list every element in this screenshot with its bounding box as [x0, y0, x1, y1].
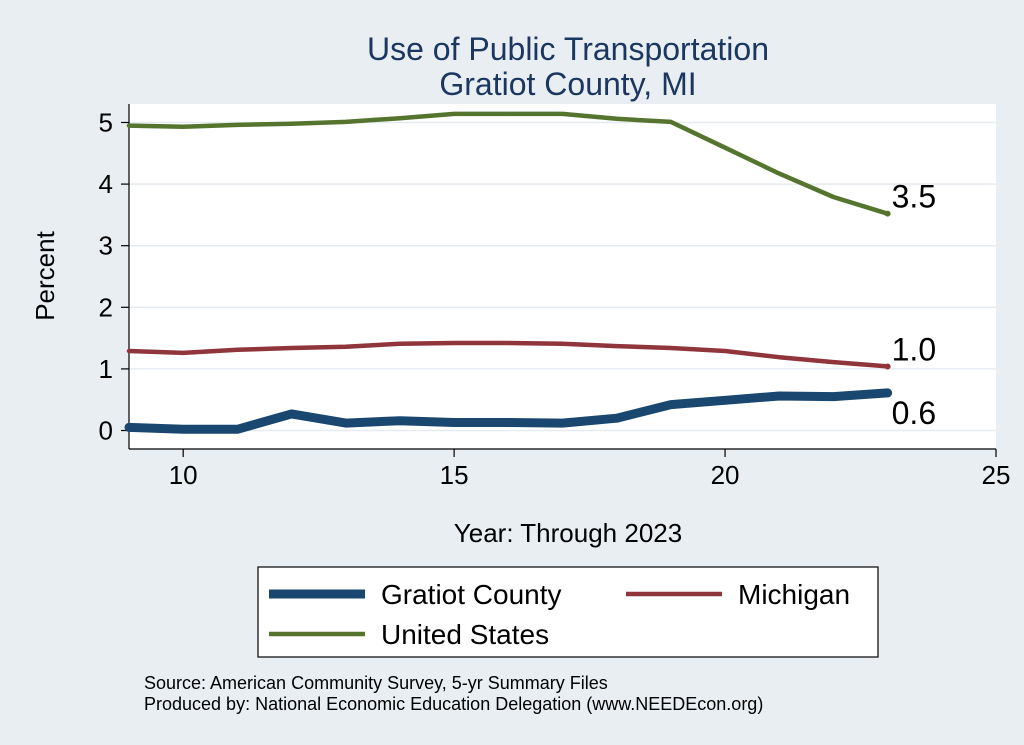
chart-title-line-1: Use of Public Transportation — [367, 31, 769, 67]
data-point-united-states-15 — [453, 113, 455, 115]
data-point-michigan-17 — [562, 343, 563, 345]
data-point-michigan-14 — [399, 343, 401, 345]
data-point-gratiot-county-15 — [453, 422, 455, 424]
data-point-gratiot-county-14 — [399, 420, 401, 422]
end-marker-united-states — [884, 210, 891, 217]
producer-note: Produced by: National Economic Education… — [144, 694, 763, 714]
y-tick-label-4: 4 — [99, 169, 113, 199]
data-point-united-states-21 — [778, 173, 780, 175]
data-point-michigan-16 — [507, 342, 509, 344]
y-tick-label-0: 0 — [99, 416, 113, 446]
legend: Gratiot County Michigan United States — [269, 579, 850, 650]
data-point-united-states-16 — [507, 113, 509, 115]
x-tick-label-20: 20 — [711, 460, 740, 490]
end-marker-gratiot-county — [884, 389, 891, 396]
end-label-united-states: 3.5 — [892, 179, 936, 215]
data-point-michigan-20 — [724, 350, 726, 352]
data-point-united-states-11 — [236, 124, 238, 126]
data-point-united-states-22 — [832, 196, 834, 198]
data-point-gratiot-county-19 — [670, 404, 672, 406]
y-tick-label-1: 1 — [99, 354, 113, 384]
data-point-united-states-17 — [562, 113, 563, 115]
y-axis-title: Percent — [30, 230, 60, 320]
legend-box — [257, 566, 879, 658]
source-note: Source: American Community Survey, 5-yr … — [144, 673, 608, 693]
data-point-gratiot-county-21 — [778, 395, 780, 397]
legend-label-united-states: United States — [381, 619, 549, 650]
x-axis-title: Year: Through 2023 — [454, 518, 682, 548]
x-tick-label-25: 25 — [982, 460, 1011, 490]
chart-title-line-2: Gratiot County, MI — [439, 66, 696, 102]
data-point-gratiot-county-12 — [291, 413, 293, 415]
data-point-michigan-21 — [778, 356, 780, 358]
data-point-michigan-15 — [453, 342, 455, 344]
gridlines — [129, 121, 996, 432]
data-point-united-states-13 — [345, 121, 347, 123]
y-axis-ticks: 0 1 2 3 4 5 — [99, 107, 129, 446]
y-tick-label-5: 5 — [99, 107, 113, 137]
data-point-gratiot-county-20 — [724, 399, 726, 401]
end-label-michigan: 1.0 — [892, 331, 936, 367]
end-labels: 0.6 1.0 3.5 — [884, 179, 936, 431]
data-point-michigan-22 — [832, 361, 834, 363]
data-point-united-states-18 — [616, 118, 618, 120]
end-label-gratiot-county: 0.6 — [892, 395, 936, 431]
data-point-michigan-11 — [236, 349, 238, 351]
data-point-michigan-10 — [182, 352, 184, 354]
y-tick-label-2: 2 — [99, 292, 113, 322]
data-point-gratiot-county-11 — [236, 428, 238, 430]
x-axis-ticks: 10 15 20 25 — [169, 449, 1011, 490]
data-point-michigan-18 — [616, 345, 618, 347]
data-point-michigan-19 — [670, 347, 672, 349]
data-point-gratiot-county-10 — [182, 428, 184, 430]
data-point-gratiot-county-18 — [616, 417, 618, 419]
data-point-michigan-9 — [128, 350, 130, 352]
data-point-gratiot-county-13 — [345, 422, 347, 424]
data-point-united-states-9 — [128, 125, 130, 127]
y-tick-label-3: 3 — [99, 231, 113, 261]
data-point-united-states-12 — [291, 123, 293, 125]
data-point-gratiot-county-16 — [507, 422, 509, 424]
data-point-united-states-20 — [724, 147, 726, 149]
data-point-united-states-14 — [399, 117, 401, 119]
legend-label-gratiot-county: Gratiot County — [381, 579, 562, 610]
data-point-michigan-12 — [291, 347, 293, 349]
data-point-united-states-19 — [670, 121, 672, 123]
data-point-michigan-13 — [345, 346, 347, 348]
legend-label-michigan: Michigan — [738, 579, 850, 610]
x-tick-label-10: 10 — [169, 460, 198, 490]
series-lines — [124, 111, 893, 434]
data-point-united-states-10 — [182, 126, 184, 128]
data-point-gratiot-county-22 — [832, 396, 834, 398]
end-marker-michigan — [884, 363, 891, 370]
data-point-gratiot-county-9 — [128, 426, 130, 428]
data-point-gratiot-county-17 — [562, 422, 563, 424]
x-tick-label-15: 15 — [440, 460, 469, 490]
